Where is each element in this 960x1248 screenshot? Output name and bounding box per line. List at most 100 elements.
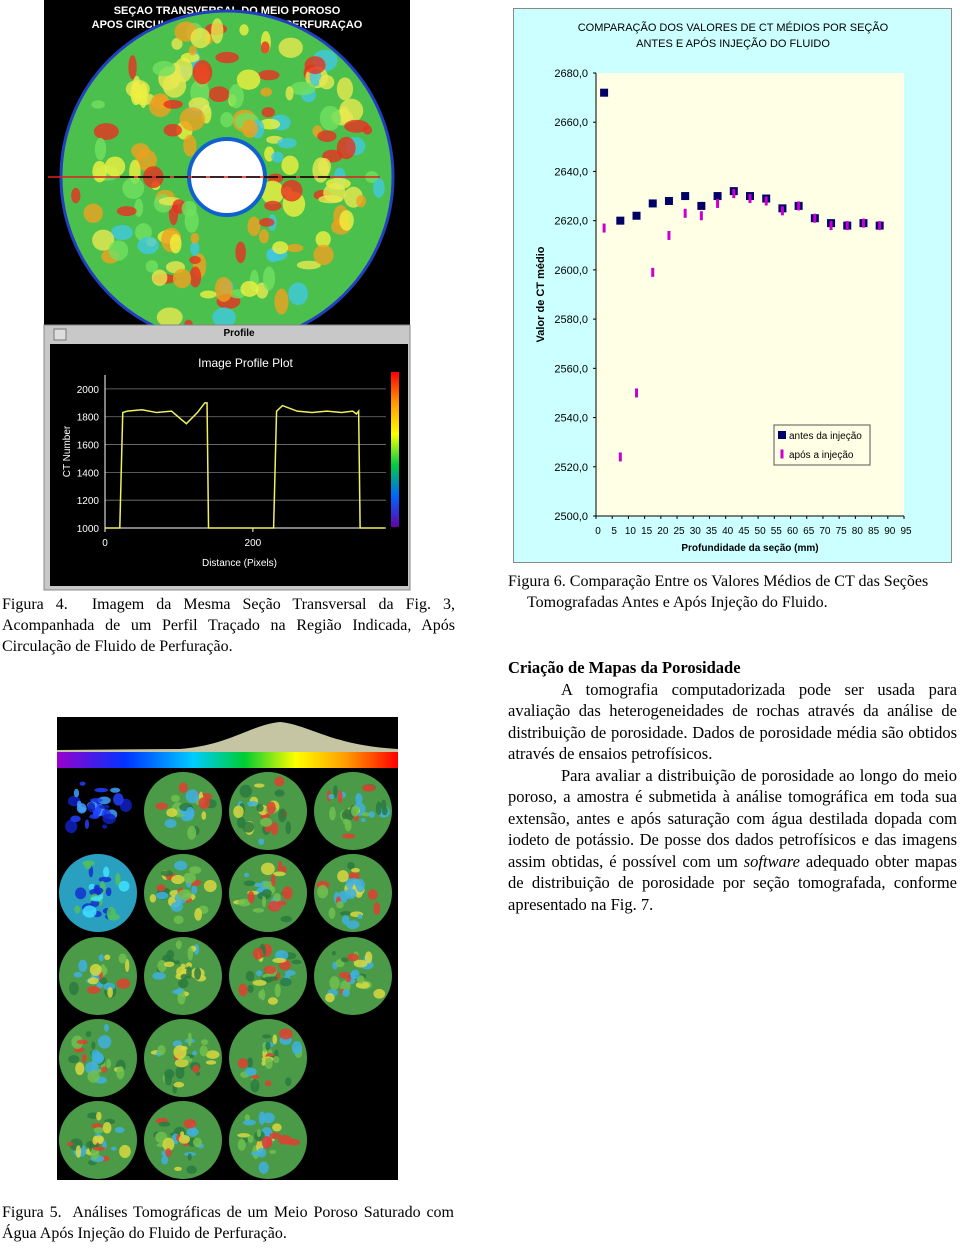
- texture-blob: [278, 1028, 293, 1040]
- texture-blob: [237, 1058, 249, 1069]
- texture-blob: [272, 1123, 282, 1132]
- texture-blob: [345, 878, 354, 889]
- x-tick-label: 50: [755, 526, 767, 537]
- texture-blob: [341, 914, 350, 925]
- texture-blob: [116, 978, 131, 989]
- texture-blob: [189, 866, 202, 875]
- texture-blob: [267, 173, 284, 184]
- x-tick-label: 95: [900, 526, 912, 537]
- texture-blob: [84, 862, 92, 870]
- x-tick-label: 10: [625, 526, 637, 537]
- texture-blob: [115, 873, 121, 886]
- texture-blob: [340, 957, 349, 963]
- texture-blob: [134, 223, 152, 242]
- x-tick-label: 5: [611, 526, 617, 537]
- texture-blob: [250, 1078, 260, 1093]
- texture-blob: [261, 1135, 272, 1149]
- texture-blob: [192, 1050, 198, 1056]
- texture-blob: [164, 818, 177, 828]
- texture-blob: [104, 1023, 109, 1032]
- texture-blob: [128, 55, 137, 80]
- y-tick-label: 2540,0: [554, 413, 588, 425]
- texture-blob: [134, 198, 144, 217]
- point: [632, 211, 641, 220]
- y-axis-label: Valor de CT médio: [535, 246, 547, 342]
- texture-blob: [280, 977, 292, 987]
- texture-blob: [166, 808, 178, 818]
- texture-blob: [259, 817, 273, 827]
- texture-blob: [260, 862, 275, 876]
- y-tick-label: 2500,0: [554, 511, 588, 523]
- chart-title: Image Profile Plot: [198, 356, 293, 370]
- texture-blob: [233, 805, 244, 818]
- texture-blob: [131, 143, 150, 159]
- texture-blob: [242, 821, 255, 833]
- texture-blob: [75, 887, 87, 900]
- x-tick-label: 30: [690, 526, 702, 537]
- texture-blob: [339, 911, 352, 916]
- texture-blob: [266, 801, 276, 815]
- texture-blob: [156, 884, 166, 892]
- texture-blob: [93, 1127, 105, 1134]
- y-tick-label: 2680,0: [554, 68, 588, 80]
- y-tick-label: 2580,0: [554, 314, 588, 326]
- window-title: Profile: [223, 328, 255, 339]
- texture-blob: [90, 896, 103, 902]
- point: [813, 213, 817, 223]
- window-button[interactable]: [53, 328, 67, 341]
- texture-blob: [104, 156, 126, 177]
- x-tick-label: 15: [641, 526, 653, 537]
- y-tick-label: 1000: [77, 524, 100, 535]
- texture-blob: [173, 1081, 185, 1088]
- texture-blob: [98, 876, 112, 883]
- texture-blob: [258, 1161, 269, 1174]
- texture-blob: [73, 788, 80, 798]
- texture-blob: [177, 992, 186, 1005]
- point: [780, 206, 784, 216]
- texture-blob: [194, 967, 202, 980]
- texture-blob: [258, 838, 265, 845]
- chart-title: ANTES E APÓS INJEÇÃO DO FLUIDO: [636, 37, 830, 50]
- texture-blob: [261, 107, 275, 118]
- texture-blob: [273, 871, 286, 877]
- texture-blob: [192, 60, 213, 85]
- x-tick-label: 70: [819, 526, 831, 537]
- texture-blob: [239, 24, 249, 36]
- texture-blob: [152, 972, 166, 980]
- texture-blob: [116, 1066, 125, 1080]
- point: [699, 211, 703, 221]
- texture-blob: [201, 811, 207, 820]
- color-bar: [391, 372, 399, 527]
- texture-blob: [246, 1057, 254, 1068]
- texture-blob: [111, 224, 133, 241]
- texture-blob: [89, 963, 102, 976]
- paragraph: Para avaliar a distribuição de porosidad…: [508, 765, 957, 916]
- texture-blob: [261, 889, 272, 898]
- caption-text: Análises Tomográficas de um Meio Poroso …: [2, 1204, 454, 1242]
- texture-blob: [262, 266, 276, 291]
- texture-blob: [258, 1111, 266, 1125]
- histogram-curve: [57, 722, 398, 752]
- texture-blob: [181, 200, 197, 217]
- texture-blob: [259, 217, 275, 227]
- texture-blob: [187, 1032, 192, 1047]
- texture-blob: [75, 1062, 85, 1076]
- texture-blob: [175, 1066, 185, 1079]
- texture-blob: [69, 981, 79, 996]
- texture-blob: [101, 1066, 108, 1073]
- texture-blob: [108, 240, 129, 261]
- texture-blob: [174, 860, 188, 871]
- x-tick-label: 0: [595, 526, 601, 537]
- texture-blob: [163, 123, 183, 137]
- point: [845, 221, 849, 231]
- texture-blob: [88, 883, 96, 891]
- texture-blob: [278, 37, 303, 58]
- texture-blob: [272, 957, 287, 963]
- texture-blob: [178, 782, 188, 793]
- texture-blob: [275, 950, 289, 961]
- texture-blob: [243, 1119, 256, 1126]
- caption-label: Figura 6.: [508, 573, 566, 590]
- texture-blob: [76, 803, 87, 814]
- section: Criação de Mapas da Porosidade A tomogra…: [508, 657, 957, 915]
- texture-blob: [236, 69, 261, 90]
